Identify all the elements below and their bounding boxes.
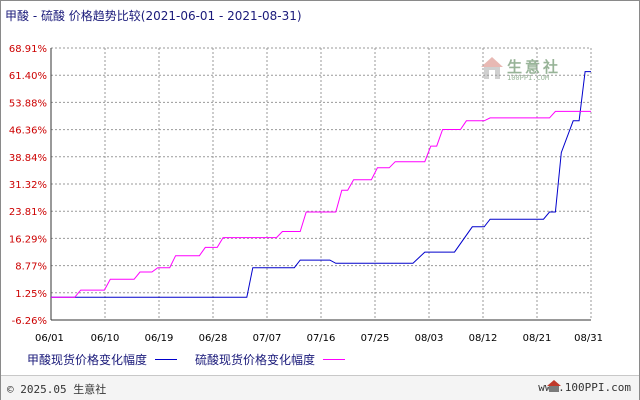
x-tick-label: 07/25 xyxy=(361,333,390,344)
chart-legend: 甲酸现货价格变化幅度 硫酸现货价格变化幅度 xyxy=(27,351,363,368)
y-tick-label: 38.84% xyxy=(9,153,47,164)
x-tick-label: 07/16 xyxy=(307,333,336,344)
y-axis-labels: 68.91% 61.40% 53.88% 46.36% 38.84% 31.32% 23.8… xyxy=(9,44,47,327)
legend-swatch-series2 xyxy=(323,359,346,360)
x-tick-label: 08/31 xyxy=(574,333,603,344)
x-tick-label: 08/21 xyxy=(523,333,552,344)
legend-label-series2: 硫酸现货价格变化幅度 xyxy=(195,353,316,367)
x-tick-label: 08/03 xyxy=(415,333,444,344)
x-tick-label: 06/01 xyxy=(35,333,64,344)
site-logo-icon xyxy=(547,380,561,392)
y-tick-label: 8.77% xyxy=(15,262,47,273)
x-tick-label: 07/07 xyxy=(253,333,282,344)
chart-axes xyxy=(50,48,591,321)
watermark-logo-icon xyxy=(481,57,503,79)
watermark-subtext: 100PPI.COM xyxy=(507,74,550,82)
footer-bar: © 2025.05 生意社 www.100PPI.com xyxy=(1,375,639,400)
y-tick-label: 61.40% xyxy=(9,71,47,82)
series-lines xyxy=(51,71,591,298)
y-tick-label: -6.26% xyxy=(12,316,47,327)
series-line-1 xyxy=(51,71,591,298)
x-tick-label: 06/10 xyxy=(91,333,120,344)
line-chart: 68.91% 61.40% 53.88% 46.36% 38.84% 31.32% 23.8… xyxy=(9,44,603,344)
watermark-text: 生意社 xyxy=(507,58,562,76)
y-tick-label: 23.81% xyxy=(9,207,47,218)
legend-label-series1: 甲酸现货价格变化幅度 xyxy=(27,353,148,367)
y-tick-label: 53.88% xyxy=(9,98,47,109)
series-line-2 xyxy=(51,110,591,298)
x-tick-label: 06/19 xyxy=(145,333,174,344)
y-tick-label: 46.36% xyxy=(9,126,47,137)
legend-swatch-series1 xyxy=(155,359,178,360)
chart-title: 甲酸 - 硫酸 价格趋势比较(2021-06-01 - 2021-08-31) xyxy=(5,9,302,23)
y-tick-label: 1.25% xyxy=(15,289,47,300)
y-tick-label: 31.32% xyxy=(9,180,47,191)
copyright-text: © 2025.05 生意社 xyxy=(7,383,107,396)
site-link[interactable]: www.100PPI.com xyxy=(538,381,631,394)
y-tick-label: 16.29% xyxy=(9,234,47,245)
x-tick-label: 08/12 xyxy=(469,333,498,344)
x-tick-label: 06/28 xyxy=(199,333,228,344)
y-tick-label: 68.91% xyxy=(9,44,47,55)
x-axis-labels: 06/01 06/10 06/19 06/28 07/07 07/16 07/25 08/03… xyxy=(35,333,603,344)
